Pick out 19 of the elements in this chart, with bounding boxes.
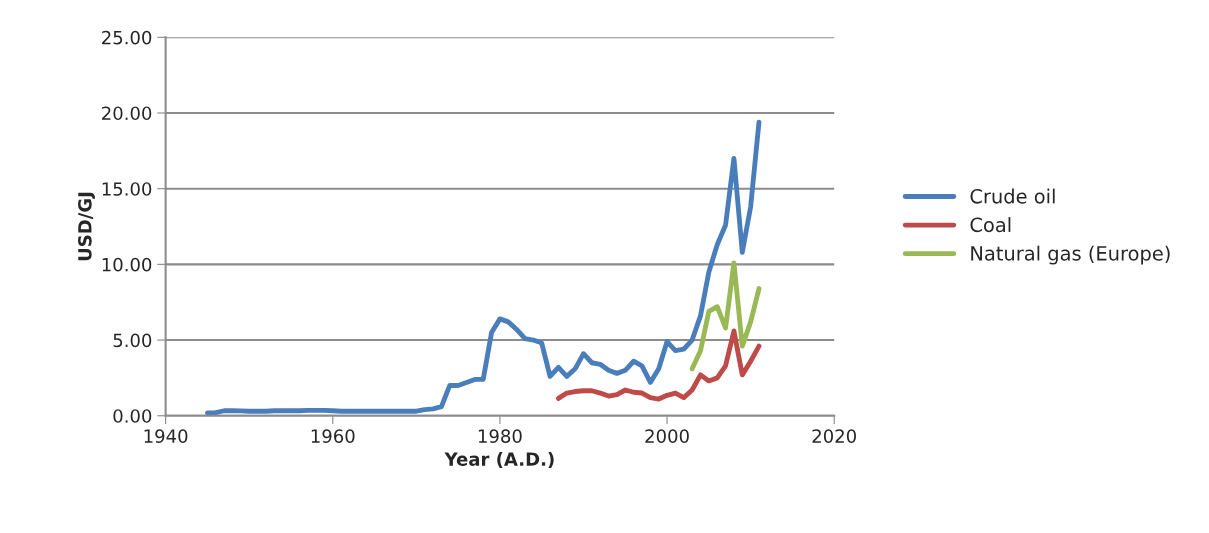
y-tick-label: 10.00 (102, 257, 152, 272)
y-tick-label: 25.00 (102, 30, 152, 45)
legend-label: Coal (970, 217, 1011, 233)
y-tick-label: 15.00 (102, 182, 152, 196)
line-series (555, 328, 762, 402)
x-tick-label: 1940 (144, 429, 188, 443)
line-series (204, 119, 762, 416)
x-tick-label: 1980 (478, 429, 522, 443)
x-axis-title: Year (A.D.) (444, 451, 554, 469)
line-series (689, 260, 762, 372)
y-tick-label: 0.00 (113, 409, 152, 423)
x-tick-label: 1960 (311, 429, 355, 443)
x-tick-label: 2020 (812, 429, 856, 443)
legend-label: Natural gas (Europe) (971, 245, 1170, 265)
x-tick-label: 2000 (645, 429, 689, 443)
legend-label: Crude oil (970, 188, 1055, 204)
y-axis-title: USD/GJ (78, 192, 96, 261)
y-tick-label: 20.00 (102, 106, 152, 121)
y-tick-label: 5.00 (113, 333, 152, 348)
